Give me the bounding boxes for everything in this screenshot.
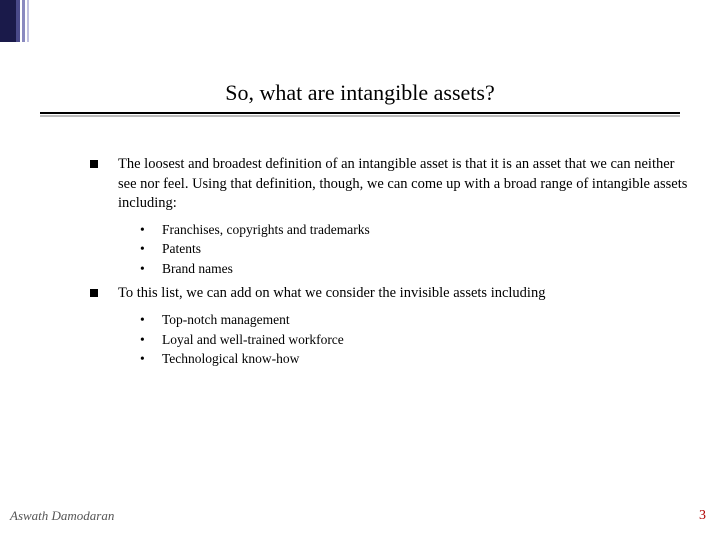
sub-bullet-text: Patents — [162, 241, 201, 256]
bullet-level1: The loosest and broadest definition of a… — [90, 155, 690, 214]
square-bullet-icon — [90, 160, 98, 168]
sub-bullet-text: Technological know-how — [162, 351, 299, 366]
square-bullet-icon — [90, 289, 98, 297]
bullet-text: The loosest and broadest definition of a… — [118, 156, 687, 211]
bullet-level2: • Franchises, copyrights and trademarks — [90, 220, 690, 240]
bullet-level2: • Patents — [90, 239, 690, 259]
dot-bullet-icon: • — [140, 220, 145, 240]
bullet-level2: • Loyal and well-trained workforce — [90, 330, 690, 350]
dot-bullet-icon: • — [140, 349, 145, 369]
bullet-level1: To this list, we can add on what we cons… — [90, 284, 690, 304]
footer-page-number: 3 — [699, 508, 706, 524]
bullet-level2: • Technological know-how — [90, 349, 690, 369]
sub-bullet-text: Franchises, copyrights and trademarks — [162, 222, 370, 237]
slide-title-wrap: So, what are intangible assets? — [0, 80, 720, 106]
dot-bullet-icon: • — [140, 330, 145, 350]
title-underline — [40, 112, 680, 114]
slide-body: The loosest and broadest definition of a… — [90, 155, 690, 369]
bullet-level2: • Top-notch management — [90, 310, 690, 330]
sub-bullet-text: Loyal and well-trained workforce — [162, 332, 344, 347]
dot-bullet-icon: • — [140, 239, 145, 259]
sub-bullet-text: Top-notch management — [162, 312, 290, 327]
bullet-text: To this list, we can add on what we cons… — [118, 285, 545, 301]
slide-title: So, what are intangible assets? — [0, 80, 720, 106]
bullet-level2: • Brand names — [90, 259, 690, 279]
sub-bullet-text: Brand names — [162, 261, 233, 276]
dot-bullet-icon: • — [140, 259, 145, 279]
dot-bullet-icon: • — [140, 310, 145, 330]
footer-author: Aswath Damodaran — [10, 508, 114, 524]
